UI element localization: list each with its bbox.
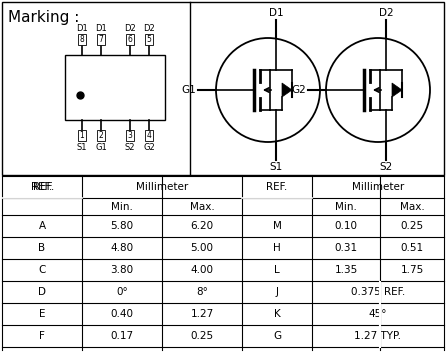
Text: 1.75: 1.75	[401, 265, 424, 275]
Text: Millimeter: Millimeter	[352, 182, 404, 192]
Text: Max.: Max.	[190, 201, 215, 212]
Text: 2: 2	[99, 131, 103, 140]
Text: K: K	[274, 309, 281, 319]
Text: 0.51: 0.51	[401, 243, 424, 253]
Text: 6: 6	[128, 35, 132, 44]
Text: REF.: REF.	[266, 182, 288, 192]
Polygon shape	[282, 83, 292, 97]
Text: 5.80: 5.80	[111, 221, 133, 231]
Text: C: C	[38, 265, 45, 275]
Text: Min.: Min.	[335, 201, 357, 212]
Text: S2: S2	[380, 162, 392, 172]
Text: D: D	[38, 287, 46, 297]
Text: 5.00: 5.00	[190, 243, 214, 253]
Text: 1.35: 1.35	[334, 265, 358, 275]
Bar	[65, 55, 165, 120]
Polygon shape	[392, 83, 402, 97]
Text: 1.27 TYP.: 1.27 TYP.	[355, 331, 401, 341]
Text: Marking :: Marking :	[8, 10, 79, 25]
Text: Min.: Min.	[111, 201, 133, 212]
Text: 5: 5	[147, 35, 152, 44]
Text: L: L	[274, 265, 280, 275]
Text: D1: D1	[268, 8, 283, 18]
Text: G1: G1	[181, 85, 196, 95]
Text: 45°: 45°	[369, 309, 387, 319]
Text: D2: D2	[124, 24, 136, 33]
Text: G: G	[273, 331, 281, 341]
Text: 0.25: 0.25	[401, 221, 424, 231]
Text: 8: 8	[80, 35, 84, 44]
Text: F: F	[39, 331, 45, 341]
Text: D2: D2	[143, 24, 155, 33]
Text: 4.00: 4.00	[190, 265, 214, 275]
Text: 4.80: 4.80	[111, 243, 133, 253]
Text: Millimeter: Millimeter	[136, 182, 188, 192]
Text: S1: S1	[269, 162, 283, 172]
Text: 6.20: 6.20	[190, 221, 214, 231]
Text: 0.25: 0.25	[190, 331, 214, 341]
Bar	[2, 2, 444, 175]
Text: D2: D2	[379, 8, 393, 18]
Text: E: E	[39, 309, 45, 319]
Text: 7: 7	[99, 35, 103, 44]
Text: 0.17: 0.17	[111, 331, 133, 341]
Text: D1: D1	[76, 24, 88, 33]
Text: M: M	[273, 221, 281, 231]
Text: S2: S2	[125, 143, 135, 152]
Text: A: A	[38, 221, 45, 231]
Text: D1: D1	[95, 24, 107, 33]
Text: J: J	[276, 287, 278, 297]
Text: S1: S1	[77, 143, 87, 152]
Text: G2: G2	[291, 85, 306, 95]
Text: B: B	[38, 243, 45, 253]
Text: 0.40: 0.40	[111, 309, 133, 319]
Text: REF.: REF.	[31, 182, 53, 192]
Text: 0.375 REF.: 0.375 REF.	[351, 287, 405, 297]
Text: 4: 4	[147, 131, 152, 140]
Text: REF.: REF.	[33, 182, 54, 192]
Text: 8°: 8°	[196, 287, 208, 297]
Text: 0.31: 0.31	[334, 243, 358, 253]
Text: 3.80: 3.80	[111, 265, 133, 275]
Text: Max.: Max.	[400, 201, 425, 212]
Text: 1.27: 1.27	[190, 309, 214, 319]
Text: 3: 3	[128, 131, 132, 140]
Text: G1: G1	[95, 143, 107, 152]
Text: 0°: 0°	[116, 287, 128, 297]
Text: H: H	[273, 243, 281, 253]
Text: G2: G2	[143, 143, 155, 152]
Text: 1: 1	[80, 131, 84, 140]
Text: 0.10: 0.10	[334, 221, 358, 231]
